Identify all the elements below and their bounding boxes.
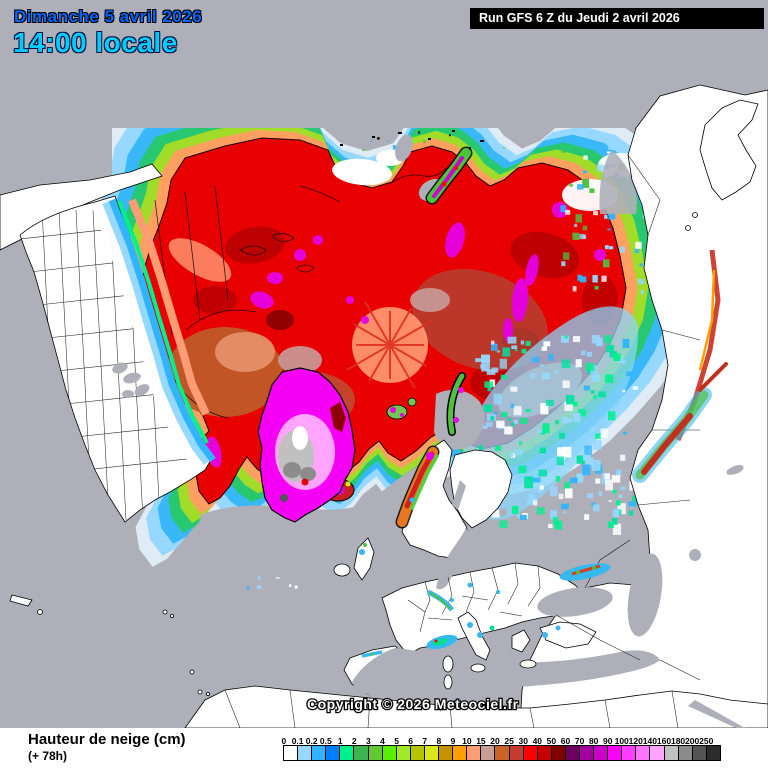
- legend-value: 80: [588, 736, 599, 746]
- legend-cell: 100: [615, 736, 637, 761]
- legend-value: 1: [337, 736, 343, 746]
- legend-cell: 180: [671, 736, 693, 761]
- valid-date-label: Dimanche 5 avril 2026: [14, 7, 203, 26]
- legend-value: 15: [476, 736, 486, 746]
- legend-cell: 3: [366, 736, 383, 761]
- parameter-title: Hauteur de neige (cm): [28, 731, 186, 748]
- legend-value: 5: [394, 736, 399, 746]
- legend-value: 250: [699, 736, 714, 746]
- model-run-label: Run GFS 6 Z du Jeudi 2 avril 2026: [470, 8, 764, 29]
- legend-value: 90: [603, 736, 613, 746]
- legend-cell: 10: [462, 736, 482, 761]
- legend-cell: 80: [589, 736, 609, 761]
- legend-value: 180: [670, 736, 686, 746]
- legend-value: 40: [532, 736, 543, 746]
- legend-cell: 250: [699, 736, 721, 761]
- legend-cell: 30: [518, 736, 538, 761]
- legend-value: 160: [656, 736, 672, 746]
- legend-cell: 50: [547, 736, 566, 761]
- legend-value: 0.2: [305, 736, 318, 746]
- legend-cell: 120: [629, 736, 651, 761]
- legend-value: 10: [462, 736, 472, 746]
- legend-value: 50: [546, 736, 557, 746]
- valid-time-label: 14:00 locale: [13, 27, 178, 58]
- legend-cell: 70: [575, 736, 595, 761]
- legend-bar: Hauteur de neige (cm) (+ 78h) 0 0.1 0.2 0.5…: [0, 728, 768, 768]
- legend-cell: 0.1: [292, 736, 313, 761]
- legend-value: 200: [685, 736, 700, 746]
- legend-value: 4: [380, 736, 385, 746]
- legend-cell: 0.2: [306, 736, 327, 761]
- legend-cell: 4: [380, 736, 397, 761]
- greenland: [257, 367, 356, 523]
- legend-cell: 5: [394, 736, 411, 761]
- legend-cell: 6: [408, 736, 425, 761]
- legend-value: 70: [574, 736, 585, 746]
- legend-cell: 1: [338, 736, 355, 761]
- color-scale: 0 0.1 0.2 0.5 1 2 3 4 5 6 7 8 9 10 15 20 25 30 40 50 60 70 80 9…: [281, 736, 721, 761]
- legend-value: 30: [518, 736, 528, 746]
- legend-cell: 140: [643, 736, 665, 761]
- legend-value: 0.5: [319, 736, 332, 746]
- legend-value: 2: [351, 736, 357, 746]
- legend-cell: 160: [657, 736, 679, 761]
- copyright-text: Copyright © 2026 Meteociel.fr: [307, 696, 519, 712]
- legend-value: 60: [560, 736, 571, 746]
- legend-value: 3: [366, 736, 371, 746]
- legend-cell: 0: [281, 736, 299, 761]
- legend-value: 100: [614, 736, 629, 746]
- inland-seas: [112, 362, 745, 728]
- legend-cell: 60: [561, 736, 580, 761]
- legend-cell: 9: [451, 736, 468, 761]
- legend-value: 140: [642, 736, 657, 746]
- legend-value: 7: [422, 736, 428, 746]
- legend-value: 0.1: [291, 736, 304, 746]
- legend-value: 6: [408, 736, 414, 746]
- legend-value: 120: [628, 736, 643, 746]
- legend-value: 20: [490, 736, 500, 746]
- legend-value: 8: [436, 736, 442, 746]
- landmasses: [0, 84, 768, 728]
- legend-cell: 15: [476, 736, 496, 761]
- legend-cell: 8: [436, 736, 454, 761]
- legend-cell: 40: [533, 736, 552, 761]
- forecast-hour-label: (+ 78h): [28, 749, 68, 763]
- legend-cell: 20: [490, 736, 510, 761]
- legend-value: 9: [450, 736, 456, 746]
- legend-cell: 25: [504, 736, 524, 761]
- forecast-map[interactable]: Copyright © 2026 Meteociel.fr: [0, 0, 768, 728]
- legend-cell: 200: [685, 736, 707, 761]
- legend-cell: 2: [352, 736, 369, 761]
- legend-cell: 0.5: [320, 736, 341, 761]
- legend-value: 25: [504, 736, 514, 746]
- legend-cell: 90: [603, 736, 623, 761]
- legend-cell: 7: [422, 736, 440, 761]
- legend-value: 0: [281, 736, 287, 746]
- mediterranean-peninsulas: [442, 611, 597, 690]
